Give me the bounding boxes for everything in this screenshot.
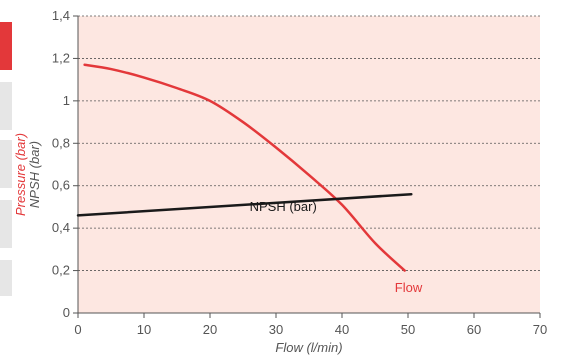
series-label-npsh: NPSH (bar) bbox=[250, 199, 317, 214]
y-tick-label: 0,6 bbox=[52, 178, 70, 193]
side-tab[interactable] bbox=[0, 260, 12, 296]
y-tick-label: 0,2 bbox=[52, 263, 70, 278]
y-tick-label: 0,4 bbox=[52, 220, 70, 235]
x-tick-label: 60 bbox=[467, 322, 481, 337]
y-axis-title-pressure: Pressure (bar) bbox=[13, 133, 28, 216]
x-tick-label: 40 bbox=[335, 322, 349, 337]
series-label-flow: Flow bbox=[395, 280, 423, 295]
x-tick-label: 20 bbox=[203, 322, 217, 337]
x-tick-label: 10 bbox=[137, 322, 151, 337]
x-tick-label: 50 bbox=[401, 322, 415, 337]
y-tick-label: 1,4 bbox=[52, 8, 70, 23]
side-tab[interactable] bbox=[0, 200, 12, 248]
side-tab[interactable] bbox=[0, 140, 12, 188]
y-tick-label: 0,8 bbox=[52, 135, 70, 150]
y-tick-label: 1,2 bbox=[52, 50, 70, 65]
x-tick-label: 0 bbox=[74, 322, 81, 337]
x-tick-label: 30 bbox=[269, 322, 283, 337]
side-tab-active[interactable] bbox=[0, 22, 12, 70]
x-tick-label: 70 bbox=[533, 322, 547, 337]
side-tab[interactable] bbox=[0, 82, 12, 130]
y-axis-title-npsh: NPSH (bar) bbox=[27, 141, 42, 208]
x-axis-title: Flow (l/min) bbox=[275, 340, 342, 355]
labels: Flow (l/min)Pressure (bar) NPSH (bar)Flow… bbox=[13, 133, 423, 355]
grid bbox=[78, 15, 540, 271]
y-tick-label: 0 bbox=[63, 305, 70, 320]
axes: 0 0,2 0,4 0,6 0,8 1 1,2 1,4 0 10 20 30 40 50 60 70 bbox=[52, 8, 547, 337]
series-line-flow bbox=[83, 63, 406, 272]
series bbox=[76, 63, 413, 272]
plot-area bbox=[78, 16, 540, 313]
series-line-npsh bbox=[76, 192, 413, 217]
y-tick-label: 1 bbox=[63, 93, 70, 108]
